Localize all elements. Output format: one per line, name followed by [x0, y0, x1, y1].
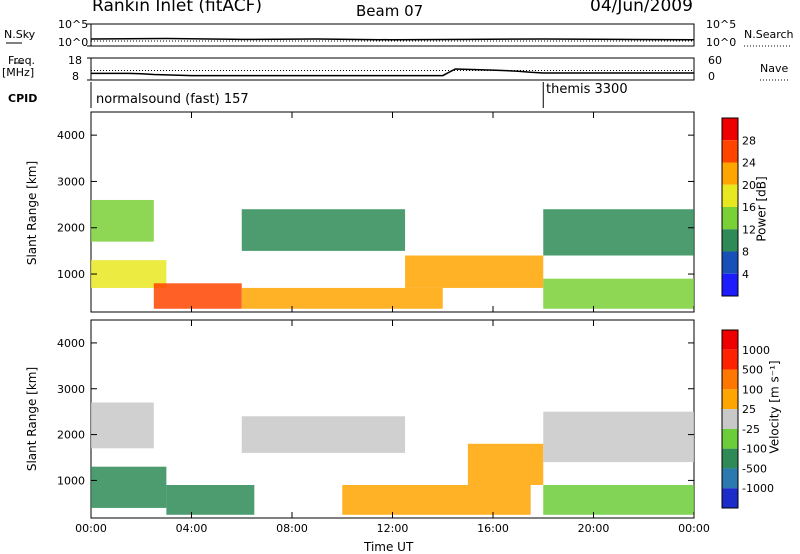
nave-label: Nave	[760, 62, 789, 75]
power-band	[91, 199, 154, 242]
velocity-ytick-label: 2000	[57, 429, 85, 442]
nave-tick-bottom: 0	[708, 70, 715, 83]
velocity-band	[467, 443, 544, 485]
velocity-colorbar-tick: 500	[742, 364, 763, 377]
velocity-band	[543, 485, 694, 515]
velocity-band	[91, 466, 167, 508]
power-ytick-label: 4000	[57, 129, 85, 142]
velocity-colorbar-frame	[721, 329, 739, 509]
power-band	[405, 255, 544, 288]
velocity-colorbar-tick: -100	[742, 443, 767, 456]
velocity-band	[166, 485, 255, 515]
power-ytick-label: 1000	[57, 268, 85, 281]
cpid-program-2: themis 3300	[546, 82, 628, 97]
beam-label: Beam 07	[356, 2, 424, 20]
velocity-colorbar-swatch	[722, 409, 738, 429]
freq-tick-bottom: 8	[72, 70, 79, 83]
power-colorbar-swatch	[722, 251, 738, 274]
xaxis-title: Time UT	[364, 540, 414, 554]
velocity-colorbar-swatch	[722, 428, 738, 449]
power-colorbar-tick: 8	[742, 246, 749, 259]
velocity-ytick-label: 4000	[57, 337, 85, 350]
power-colorbar-swatch	[722, 140, 738, 163]
power-colorbar-tick: 20	[742, 179, 756, 192]
freq-panel-frame	[90, 57, 695, 81]
nsearch-tick-top: 10^5	[706, 18, 737, 31]
power-colorbar-swatch	[722, 118, 738, 141]
velocity-band	[342, 485, 531, 515]
cpid-program-1: normalsound (fast) 157	[96, 92, 249, 107]
xaxis-tick-label: 20:00	[578, 522, 610, 535]
power-colorbar-tick: 12	[742, 223, 756, 236]
velocity-band	[241, 416, 406, 453]
velocity-bands	[91, 402, 694, 515]
freq-label-line2: [MHz]	[2, 66, 35, 79]
power-colorbar-swatch	[722, 273, 738, 296]
nave-tick-top: 60	[708, 54, 722, 67]
velocity-colorbar-tick: 25	[742, 403, 756, 416]
velocity-ytick-label: 1000	[57, 474, 85, 487]
cpid-label: CPID	[8, 92, 38, 105]
date-label: 04/Jun/2009	[590, 0, 693, 16]
nsearch-label: N.Search	[744, 28, 794, 41]
power-ytick-label: 3000	[57, 175, 85, 188]
power-colorbar-tick: 4	[742, 268, 749, 281]
freq-series-line	[91, 68, 694, 77]
power-band	[153, 283, 242, 309]
velocity-colorbar-tick: 100	[742, 383, 763, 396]
station-title: Rankin Inlet (fitACF)	[92, 0, 263, 16]
power-band	[241, 209, 406, 251]
power-colorbar-swatch	[722, 162, 738, 185]
velocity-colorbar-swatch	[722, 468, 738, 489]
velocity-colorbar-swatch	[722, 330, 738, 350]
nsky-panel-frame	[90, 23, 695, 47]
power-colorbar-frame	[721, 117, 739, 297]
xaxis-tick-label: 16:00	[477, 522, 509, 535]
velocity-colorbar-tick: 1000	[742, 344, 770, 357]
velocity-colorbar-swatch	[722, 488, 738, 508]
freq-tick-top: 18	[68, 54, 82, 67]
xaxis-tick-label: 00:00	[75, 522, 107, 535]
nsky-tick-bottom: 10^0	[58, 36, 89, 49]
freq-label-line1: Freq.	[8, 54, 36, 67]
power-colorbar-tick: 28	[742, 134, 756, 147]
velocity-colorbar-swatch	[722, 448, 738, 469]
power-band	[241, 287, 443, 309]
power-colorbar-swatch	[722, 229, 738, 252]
nsky-label: N.Sky	[4, 28, 36, 41]
power-colorbar-swatch	[722, 207, 738, 230]
power-colorbar-tick: 24	[742, 157, 756, 170]
power-colorbar	[722, 118, 738, 296]
power-colorbar-swatch	[722, 184, 738, 207]
velocity-colorbar-swatch	[722, 389, 738, 410]
power-band	[543, 278, 694, 309]
nsky-tick-top: 10^5	[58, 18, 89, 31]
power-bands	[91, 199, 694, 309]
power-ytick-label: 2000	[57, 222, 85, 235]
xaxis-tick-label: 08:00	[276, 522, 308, 535]
velocity-colorbar	[722, 330, 738, 508]
velocity-ytick-label: 3000	[57, 383, 85, 396]
velocity-colorbar-tick: -1000	[742, 482, 774, 495]
xaxis-tick-label: 04:00	[176, 522, 208, 535]
nsky-series-line	[90, 37, 695, 41]
velocity-colorbar-tick: -500	[742, 462, 767, 475]
power-band	[543, 209, 694, 256]
xaxis-tick-label: 12:00	[377, 522, 409, 535]
xaxis-tick-label: 00:00	[678, 522, 710, 535]
velocity-band	[91, 402, 154, 449]
power-colorbar-tick: 16	[742, 201, 756, 214]
velocity-colorbar-tick: -25	[742, 423, 760, 436]
velocity-colorbar-swatch	[722, 349, 738, 370]
velocity-colorbar-swatch	[722, 369, 738, 390]
nsearch-tick-bottom: 10^0	[706, 36, 737, 49]
velocity-band	[543, 411, 694, 463]
